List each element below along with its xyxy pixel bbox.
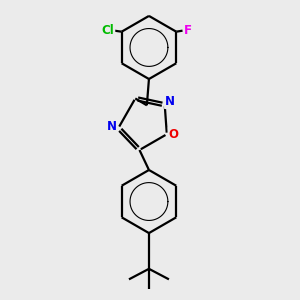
Text: O: O [169,128,179,141]
Text: N: N [165,95,175,108]
Text: Cl: Cl [102,24,114,37]
Text: F: F [184,24,192,37]
Text: N: N [107,120,117,134]
